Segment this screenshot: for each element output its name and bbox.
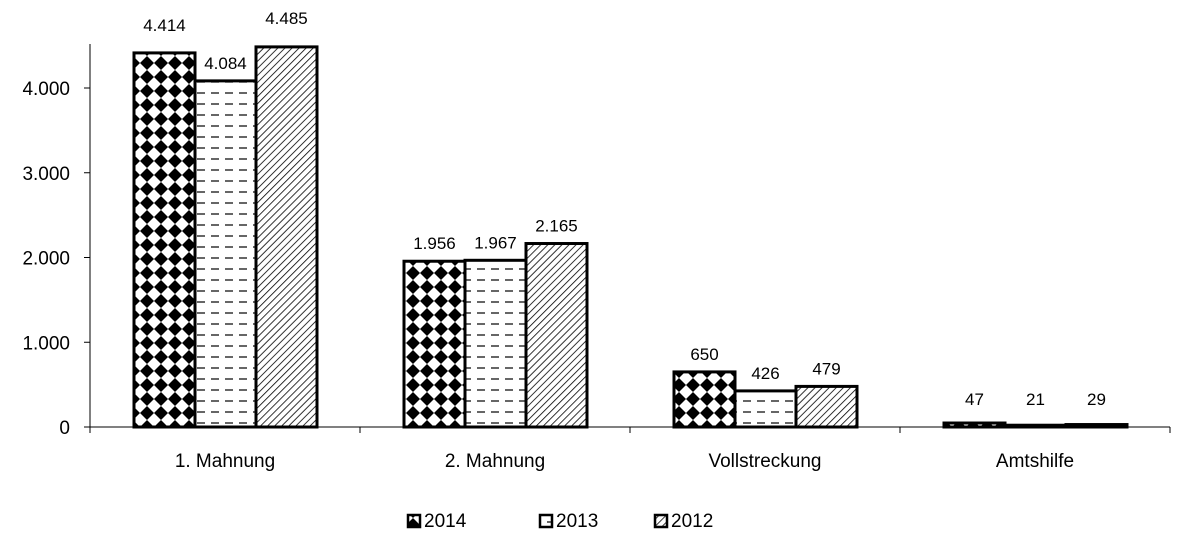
- bar-2012-0: [254, 45, 319, 429]
- y-tick-label: 1.000: [22, 333, 70, 354]
- data-label: 4.084: [204, 54, 247, 73]
- bar-2013-2: [733, 389, 798, 429]
- legend-swatch-2012: [653, 513, 669, 529]
- legend-label-2012: 2012: [671, 511, 713, 532]
- x-category-label: Vollstreckung: [708, 451, 821, 472]
- bar-2013-0: [193, 79, 258, 429]
- bar-2013-3: [1003, 423, 1068, 429]
- bar-2013-1: [463, 258, 528, 429]
- data-label: 1.967: [474, 233, 517, 252]
- bar-2014-3: [942, 421, 1007, 429]
- bar-2012-3: [1064, 423, 1129, 429]
- data-label: 21: [1026, 390, 1045, 409]
- data-label: 29: [1087, 390, 1106, 409]
- x-category-label: 2. Mahnung: [445, 451, 545, 472]
- data-label: 4.485: [265, 9, 308, 28]
- bar-2014-1: [402, 259, 467, 429]
- bar-2014-0: [132, 51, 197, 429]
- legend-label-2013: 2013: [556, 511, 598, 532]
- data-label: 479: [812, 359, 840, 378]
- y-tick-label: 0: [59, 418, 70, 439]
- data-label: 1.956: [413, 234, 456, 253]
- data-label: 2.165: [535, 217, 578, 236]
- y-tick-label: 2.000: [22, 249, 70, 270]
- data-label: 47: [965, 390, 984, 409]
- bar-2012-2: [794, 384, 859, 429]
- x-category-label: Amtshilfe: [996, 451, 1074, 472]
- y-tick-label: 3.000: [22, 164, 70, 185]
- legend-swatch-2013: [538, 513, 554, 529]
- data-label: 4.414: [143, 16, 186, 35]
- y-tick-label: 4.000: [22, 79, 70, 100]
- data-label: 426: [751, 364, 779, 383]
- bar-2012-1: [524, 242, 589, 429]
- legend-label-2014: 2014: [424, 511, 467, 532]
- bar-2014-2: [672, 370, 737, 429]
- legend-swatch-2014: [406, 513, 422, 529]
- x-category-label: 1. Mahnung: [175, 451, 275, 472]
- data-label: 650: [690, 345, 718, 364]
